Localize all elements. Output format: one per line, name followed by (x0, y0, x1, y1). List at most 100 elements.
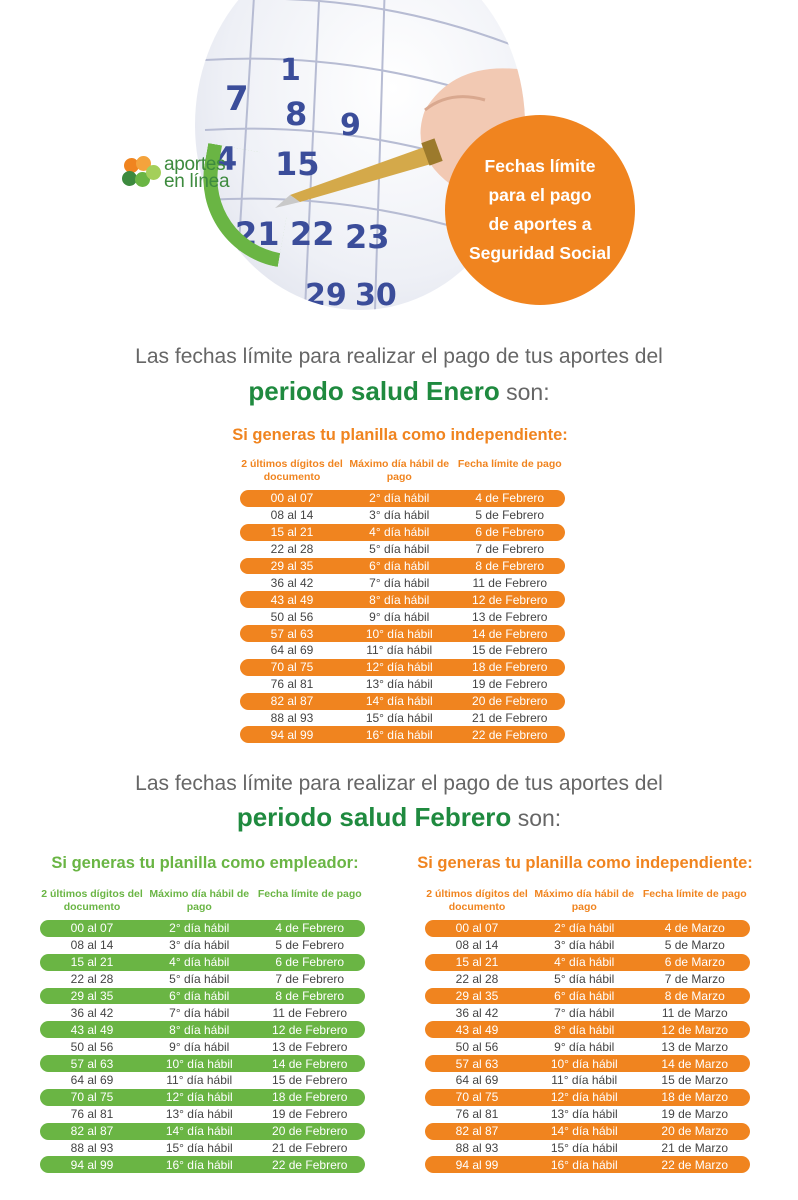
business-day-cell: 12° día hábil (550, 1090, 618, 1105)
table-row: 88 al 93 15° día hábil 21 de Febrero (240, 710, 565, 727)
deadline-cell: 4 de Febrero (275, 921, 345, 936)
table-row: 50 al 56 9° día hábil 13 de Febrero (240, 608, 565, 625)
business-day-cell: 13° día hábil (165, 1107, 233, 1122)
deadline-table-febrero-independiente: 2 últimos dígitos del documento Máximo dí… (425, 888, 750, 1174)
deadline-cell: 12 de Febrero (472, 592, 548, 607)
table-row: 36 al 42 7° día hábil 11 de Marzo (425, 1004, 750, 1021)
deadline-cell: 13 de Febrero (472, 609, 548, 624)
column-header: Máximo día hábil de pago (534, 888, 635, 913)
digits-cell: 57 al 63 (455, 1056, 499, 1071)
business-day-cell: 3° día hábil (554, 938, 615, 953)
deadline-cell: 20 de Marzo (661, 1124, 729, 1139)
digits-cell: 88 al 93 (455, 1141, 499, 1156)
digits-cell: 08 al 14 (270, 508, 314, 523)
table-row: 22 al 28 5° día hábil 7 de Febrero (240, 541, 565, 558)
table-row: 76 al 81 13° día hábil 19 de Febrero (40, 1106, 365, 1123)
business-day-cell: 10° día hábil (165, 1056, 233, 1071)
table-row: 64 al 69 11° día hábil 15 de Marzo (425, 1072, 750, 1089)
deadline-table-enero-independiente: 2 últimos dígitos del documento Máximo dí… (240, 458, 565, 744)
digits-cell: 00 al 07 (270, 491, 314, 506)
deadline-cell: 14 de Febrero (472, 626, 548, 641)
business-day-cell: 6° día hábil (554, 989, 615, 1003)
digits-cell: 43 al 49 (70, 1022, 114, 1037)
table-row: 15 al 21 4° día hábil 6 de Febrero (40, 953, 365, 971)
business-day-cell: 15° día hábil (365, 711, 433, 726)
table-row: 70 al 75 12° día hábil 18 de Marzo (425, 1088, 750, 1106)
table-row: 94 al 99 16° día hábil 22 de Marzo (425, 1156, 750, 1174)
business-day-cell: 8° día hábil (369, 592, 430, 607)
business-day-cell: 14° día hábil (365, 694, 433, 709)
deadline-cell: 13 de Febrero (272, 1039, 348, 1054)
business-day-cell: 7° día hábil (554, 1005, 615, 1020)
business-day-cell: 7° día hábil (169, 1005, 230, 1020)
deadline-cell: 22 de Marzo (661, 1157, 729, 1172)
table-row: 82 al 87 14° día hábil 20 de Febrero (240, 692, 565, 710)
digits-cell: 43 al 49 (455, 1022, 499, 1037)
table-row: 57 al 63 10° día hábil 14 de Febrero (240, 625, 565, 643)
digits-cell: 76 al 81 (70, 1107, 114, 1122)
deadline-cell: 15 de Febrero (472, 643, 548, 658)
deadline-cell: 20 de Febrero (472, 694, 548, 709)
digits-cell: 57 al 63 (270, 626, 314, 641)
business-day-cell: 8° día hábil (554, 1022, 615, 1037)
business-day-cell: 5° día hábil (369, 542, 430, 557)
digits-cell: 70 al 75 (70, 1090, 114, 1105)
table-row: 22 al 28 5° día hábil 7 de Marzo (425, 971, 750, 988)
digits-cell: 29 al 35 (70, 989, 114, 1003)
table-row: 08 al 14 3° día hábil 5 de Febrero (240, 507, 565, 524)
table-title-febrero-empleador: Si generas tu planilla como empleador: (51, 854, 359, 872)
business-day-cell: 9° día hábil (554, 1039, 615, 1054)
deadline-cell: 4 de Marzo (664, 921, 725, 936)
table-row: 88 al 93 15° día hábil 21 de Febrero (40, 1140, 365, 1157)
digits-cell: 94 al 99 (70, 1157, 114, 1172)
business-day-cell: 12° día hábil (165, 1090, 233, 1105)
deadline-cell: 21 de Febrero (472, 711, 548, 726)
business-day-cell: 3° día hábil (369, 508, 430, 523)
deadline-cell: 12 de Marzo (661, 1022, 729, 1037)
table-row: 08 al 14 3° día hábil 5 de Marzo (425, 937, 750, 954)
digits-cell: 22 al 28 (70, 972, 114, 987)
table-row: 43 al 49 8° día hábil 12 de Marzo (425, 1021, 750, 1039)
digits-cell: 50 al 56 (70, 1039, 114, 1054)
column-header: 2 últimos dígitos del documento (41, 888, 143, 913)
table-row: 29 al 35 6° día hábil 8 de Marzo (425, 987, 750, 1005)
digits-cell: 36 al 42 (270, 575, 314, 590)
table-row: 36 al 42 7° día hábil 11 de Febrero (240, 574, 565, 591)
table-row: 00 al 07 2° día hábil 4 de Febrero (240, 490, 565, 507)
deadline-cell: 7 de Febrero (475, 542, 545, 557)
deadline-cell: 8 de Marzo (664, 989, 725, 1003)
business-day-cell: 3° día hábil (169, 938, 230, 953)
table-row: 43 al 49 8° día hábil 12 de Febrero (40, 1021, 365, 1039)
hero-banner: 1 7 8 9 4 15 21 22 23 29 30 (0, 0, 798, 330)
digits-cell: 08 al 14 (70, 938, 114, 953)
deadline-cell: 19 de Febrero (272, 1107, 348, 1122)
svg-text:22: 22 (290, 215, 335, 253)
deadline-cell: 22 de Febrero (272, 1157, 348, 1172)
table-row: 08 al 14 3° día hábil 5 de Febrero (40, 937, 365, 954)
title-badge: Fechas límite para el pago de aportes a … (445, 115, 635, 305)
table-row: 88 al 93 15° día hábil 21 de Marzo (425, 1140, 750, 1157)
digits-cell: 88 al 93 (70, 1141, 114, 1156)
digits-cell: 43 al 49 (270, 592, 314, 607)
business-day-cell: 9° día hábil (169, 1039, 230, 1054)
digits-cell: 88 al 93 (270, 711, 314, 726)
digits-cell: 57 al 63 (70, 1056, 114, 1071)
business-day-cell: 14° día hábil (550, 1124, 618, 1139)
table-row: 70 al 75 12° día hábil 18 de Febrero (240, 658, 565, 676)
business-day-cell: 15° día hábil (165, 1141, 233, 1156)
deadline-cell: 5 de Marzo (664, 938, 725, 953)
digits-cell: 82 al 87 (70, 1124, 114, 1139)
table-header-row: 2 últimos dígitos del documento Máximo dí… (425, 888, 750, 920)
deadline-cell: 7 de Marzo (664, 972, 725, 987)
digits-cell: 82 al 87 (270, 694, 314, 709)
deadline-cell: 11 de Febrero (272, 1005, 348, 1020)
aportes-en-linea-logo: aportes en línea (122, 148, 242, 198)
digits-cell: 94 al 99 (270, 727, 314, 742)
business-day-cell: 11° día hábil (366, 643, 433, 658)
digits-cell: 70 al 75 (455, 1090, 499, 1105)
business-day-cell: 7° día hábil (369, 575, 430, 590)
table-title-enero-independiente: Si generas tu planilla como independient… (232, 426, 568, 444)
deadline-cell: 12 de Febrero (272, 1022, 348, 1037)
business-day-cell: 8° día hábil (169, 1022, 230, 1037)
table-row: 43 al 49 8° día hábil 12 de Febrero (240, 591, 565, 609)
